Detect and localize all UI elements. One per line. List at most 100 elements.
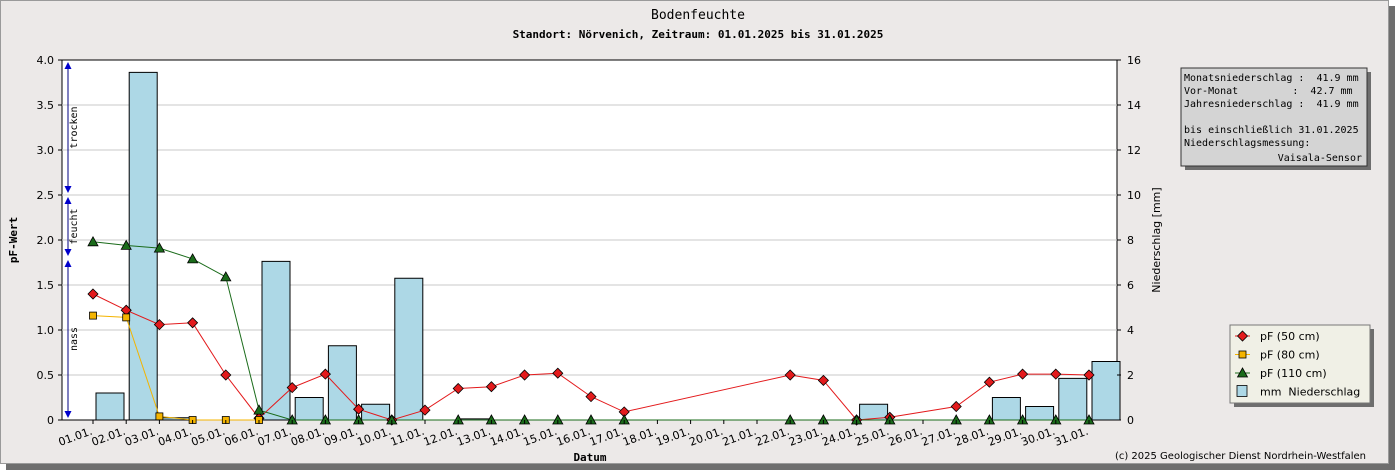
precipitation-bar [991, 397, 1021, 421]
marker-pf-80-cm [155, 412, 164, 421]
info-box-text: Monatsniederschlag : 41.9 mm Vor-Monat : … [1184, 73, 1359, 149]
marker-pf-50-cm [552, 367, 564, 379]
legend-items: pF (50 cm) pF (80 cm) pF (110 cm) mm Nieder… [1235, 330, 1360, 399]
precipitation-bar [294, 397, 324, 421]
marker-pf-50-cm [153, 319, 165, 331]
zone-label-trocken: trocken [69, 106, 80, 148]
legend-label: pF (80 cm) [1260, 349, 1320, 362]
chart-title: Bodenfeuchte [651, 8, 745, 23]
x-tick-label: 01.01. [57, 425, 94, 449]
precipitation-bar [261, 260, 291, 421]
zone-arrow-down [64, 186, 72, 193]
y-right-tick-label: 16 [1127, 54, 1141, 67]
legend-marker [1238, 350, 1247, 359]
marker-pf-50-cm [1050, 368, 1062, 380]
x-tick-label: 11.01. [389, 425, 426, 449]
legend-label: pF (50 cm) [1260, 330, 1320, 343]
legend-marker [1236, 330, 1249, 342]
marker-pf-50-cm [817, 374, 829, 386]
x-tick-label: 22.01. [754, 425, 791, 449]
x-tick-label: 13.01. [455, 425, 492, 449]
precipitation-bar [1091, 361, 1121, 421]
marker-pf-50-cm [585, 391, 597, 403]
marker-pf-50-cm [784, 369, 796, 381]
marker-pf-50-cm [286, 382, 298, 394]
info-line: Niederschlagsmessung: [1184, 138, 1310, 149]
series-line-pf-80-cm [92, 315, 259, 421]
series-markers [87, 235, 1095, 426]
x-tick-label: 14.01. [488, 425, 525, 449]
marker-pf-110-cm [153, 242, 166, 253]
zone-arrow-down [64, 411, 72, 418]
marker-pf-50-cm [187, 317, 199, 329]
x-tick-label: 24.01. [820, 425, 857, 449]
precipitation-bar [95, 392, 125, 421]
precipitation-bar [327, 345, 357, 421]
x-tick-label: 19.01. [654, 425, 691, 449]
y-right-axis-title: Niederschlag [mm] [1150, 187, 1163, 292]
legend-swatch-precipitation [1236, 385, 1248, 397]
x-tick-label: 30.01. [1019, 425, 1056, 449]
y-left-tick-label: 3.5 [37, 99, 55, 112]
zone-arrow-down [64, 249, 72, 256]
legend-label: pF (110 cm) [1260, 367, 1327, 380]
y-left-tick-label: 2.5 [37, 189, 55, 202]
info-line: Vor-Monat : 42.7 mm [1184, 86, 1353, 97]
marker-pf-50-cm [519, 369, 531, 381]
zone-arrow-up [64, 260, 72, 267]
marker-pf-110-cm [253, 404, 265, 415]
sensor-name: Vaisala-Sensor [1278, 153, 1362, 164]
y-right-tick-label: 10 [1127, 189, 1141, 202]
y-right-tick-label: 2 [1127, 369, 1134, 382]
precipitation-bar [394, 277, 424, 421]
marker-pf-50-cm [485, 381, 497, 393]
info-box [1180, 67, 1368, 167]
x-tick-label: 29.01. [986, 425, 1023, 449]
info-line: bis einschließlich 31.01.2025 [1184, 125, 1359, 136]
marker-pf-50-cm [319, 368, 331, 380]
x-tick-label: 12.01. [422, 425, 459, 449]
marker-pf-50-cm [220, 369, 232, 381]
x-tick-label: 21.01. [721, 425, 758, 449]
x-axis-title: Datum [573, 451, 606, 464]
y-left-axis-title: pF-Wert [7, 217, 20, 263]
x-tick-label: 04.01. [156, 425, 193, 449]
y-left-tick-label: 1.5 [37, 279, 55, 292]
x-tick-label: 03.01. [123, 425, 160, 449]
chart-subtitle: Standort: Nörvenich, Zeitraum: 01.01.202… [513, 28, 884, 41]
x-tick-label: 28.01. [953, 425, 990, 449]
series-line-pf-50-cm [92, 293, 1090, 421]
y-left-tick-label: 3.0 [37, 144, 55, 157]
zone-label-nass: nass [69, 327, 80, 351]
precipitation-bar [1025, 406, 1055, 421]
x-tick-label: 25.01. [853, 425, 890, 449]
x-tick-label: 05.01. [189, 425, 226, 449]
zone-arrow-up [64, 62, 72, 69]
y-left-tick-label: 0.5 [37, 369, 55, 382]
x-tick-label: 08.01. [289, 425, 326, 449]
info-line: Jahresniederschlag : 41.9 mm [1184, 99, 1359, 110]
marker-pf-80-cm [89, 311, 97, 320]
marker-pf-50-cm [950, 400, 962, 413]
precipitation-bar [1058, 377, 1088, 421]
copyright-text: (c) 2025 Geologischer Dienst Nordrhein-W… [1115, 451, 1366, 462]
marker-pf-110-cm [186, 253, 199, 264]
y-left-tick-label: 1.0 [37, 324, 55, 337]
x-tick-label: 16.01. [555, 425, 592, 449]
x-tick-label: 10.01. [355, 425, 392, 449]
marker-pf-50-cm [1083, 369, 1095, 381]
legend [1229, 324, 1371, 404]
x-tick-label: 20.01. [687, 425, 724, 449]
y-right-tick-label: 8 [1127, 234, 1134, 247]
legend-label: mm Niederschlag [1260, 386, 1360, 399]
y-right-tick-label: 0 [1127, 414, 1134, 427]
y-left-tick-label: 4.0 [37, 54, 55, 67]
x-tick-label: 31.01. [1053, 425, 1090, 449]
info-line: Monatsniederschlag : 41.9 mm [1184, 73, 1359, 84]
y-right-tick-label: 6 [1127, 279, 1134, 292]
y-right-tick-label: 14 [1127, 99, 1141, 112]
marker-pf-110-cm [220, 271, 232, 282]
marker-pf-50-cm [983, 376, 995, 388]
marker-pf-50-cm [419, 404, 431, 416]
x-tick-label: 27.01. [920, 425, 957, 449]
